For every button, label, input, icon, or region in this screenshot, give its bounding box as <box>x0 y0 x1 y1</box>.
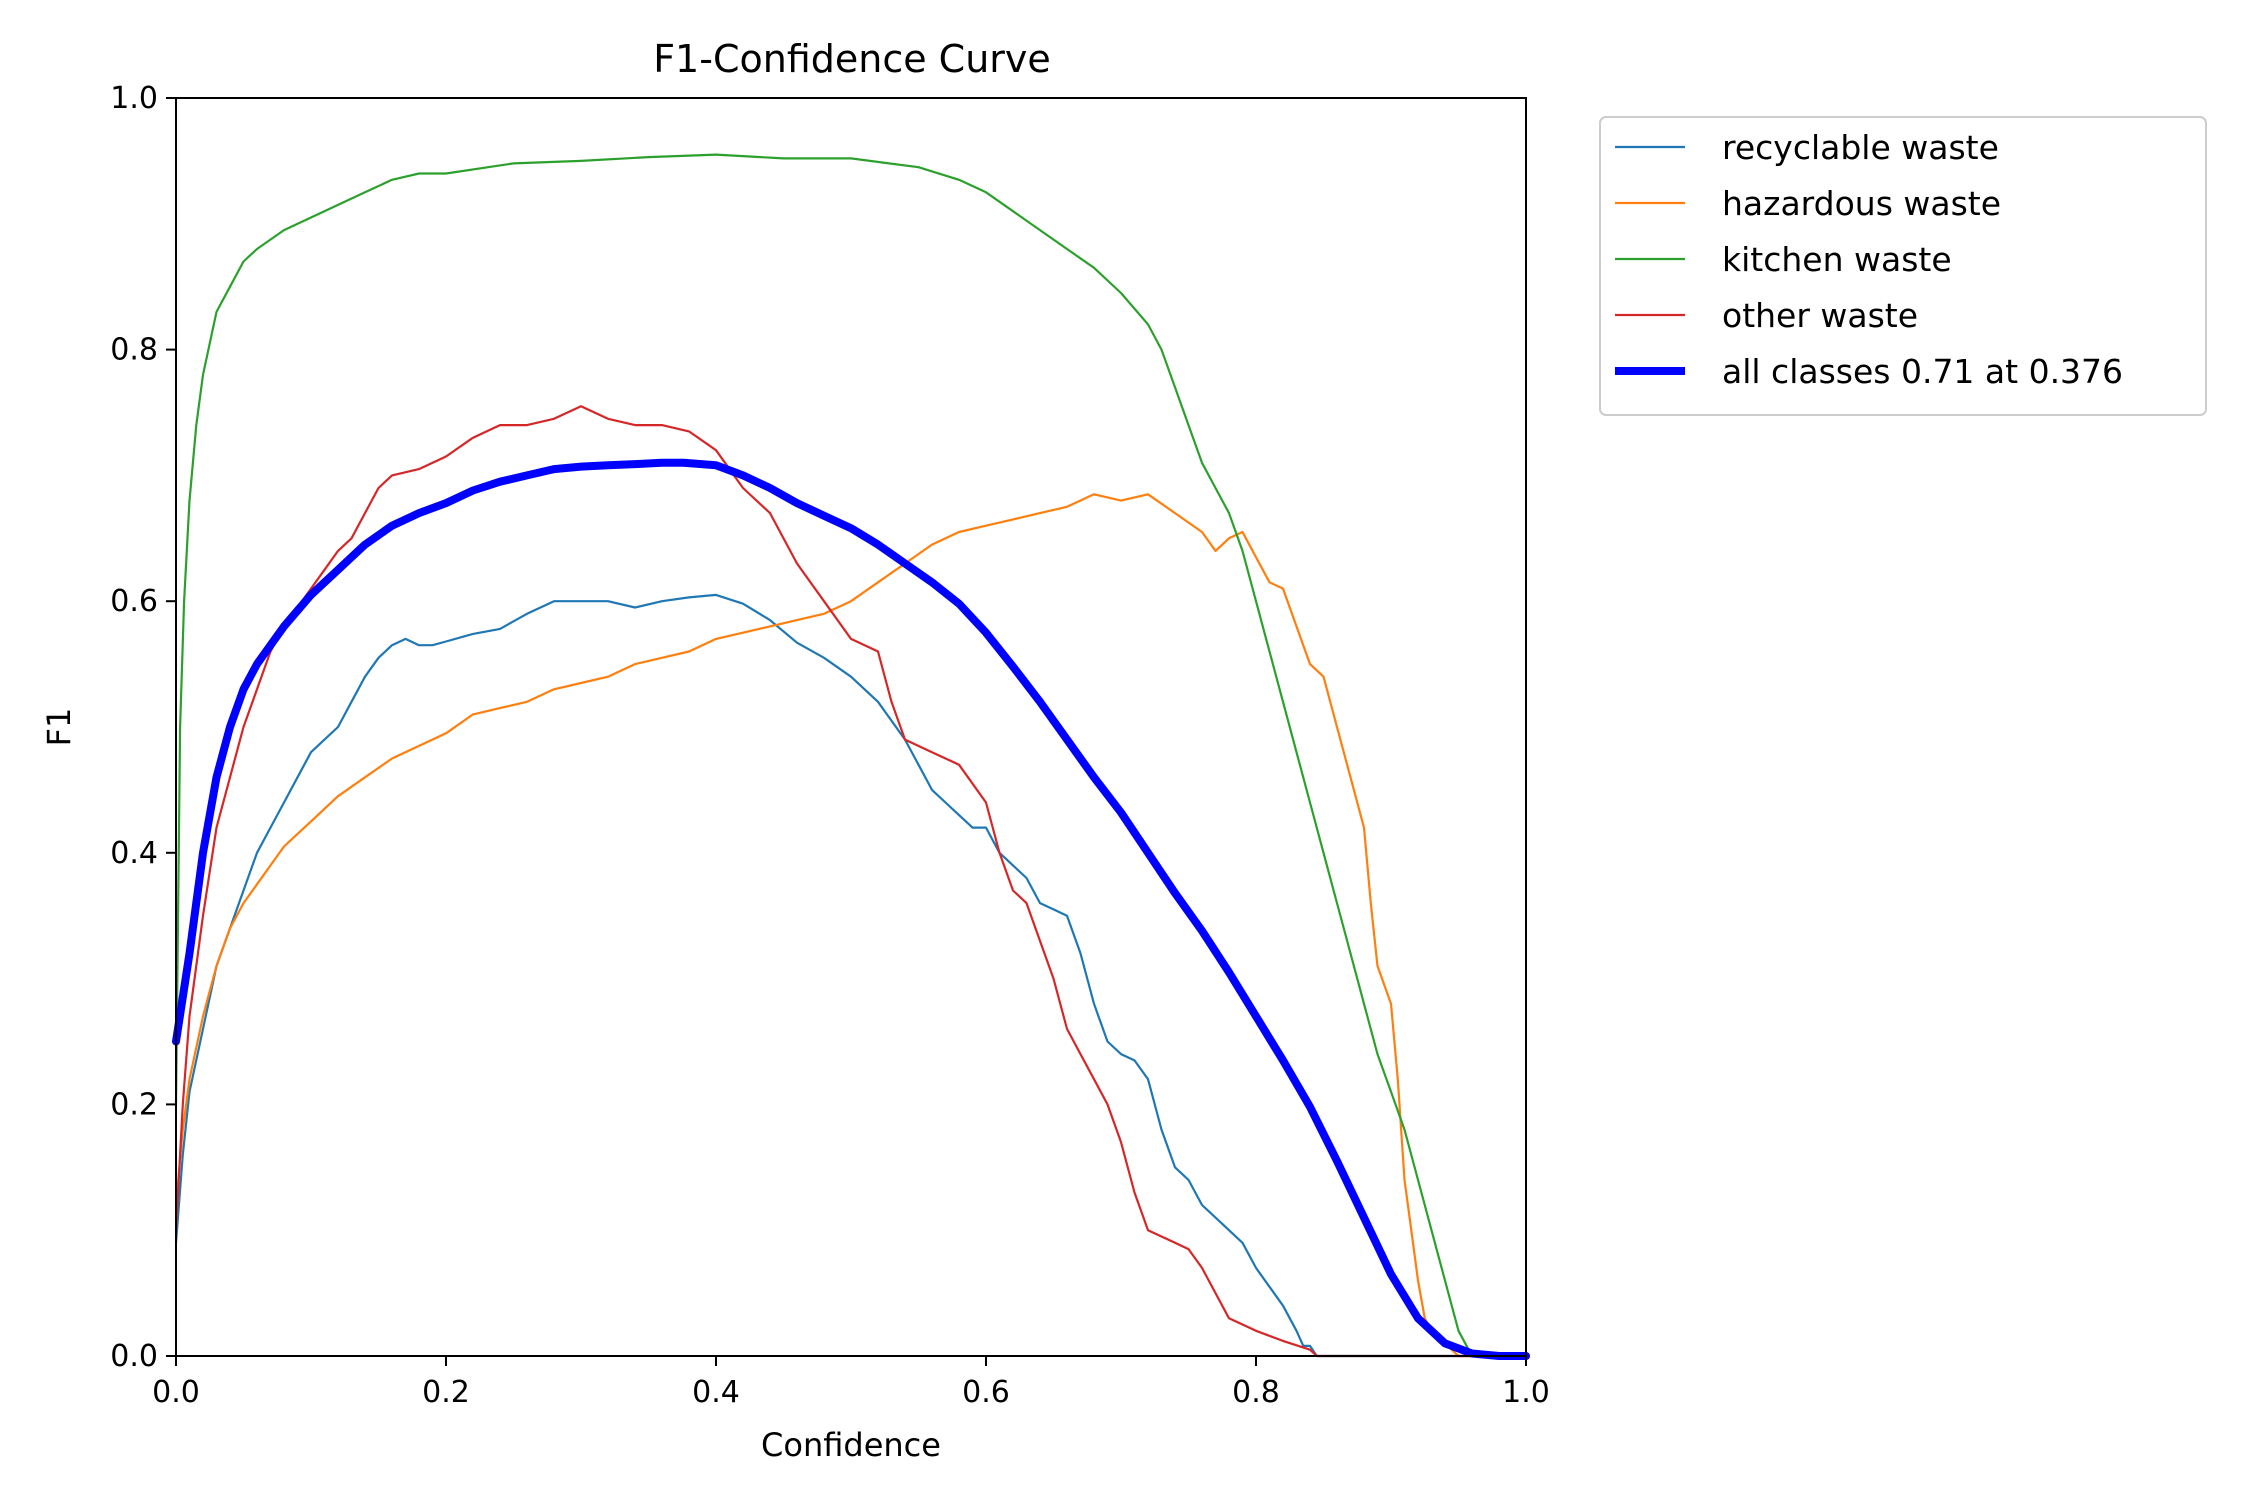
y-tick-label-4: 0.8 <box>110 333 158 368</box>
series-line-4 <box>172 458 1530 1360</box>
chart-title: F1-Confidence Curve <box>653 37 1051 81</box>
x-tick-label-3: 0.6 <box>962 1375 1010 1410</box>
series-line-1 <box>174 493 1528 1358</box>
y-tick-label-5: 1.0 <box>110 81 158 116</box>
x-axis-label: Confidence <box>761 1426 941 1464</box>
plot-frame <box>175 97 1527 1357</box>
y-tick-label-3: 0.6 <box>110 584 158 619</box>
legend: recyclable waste hazardous waste kitchen w… <box>1599 116 2207 416</box>
x-tick-label-2: 0.4 <box>692 1375 740 1410</box>
legend-label-2: kitchen waste <box>1722 240 1952 279</box>
legend-label-3: other waste <box>1722 296 1918 335</box>
legend-label-4: all classes 0.71 at 0.376 <box>1722 352 2123 391</box>
y-tick-label-0: 0.0 <box>110 1339 158 1374</box>
y-axis-ticks: 0.0 0.2 0.4 0.6 0.8 1.0 <box>110 81 176 1374</box>
x-tick-label-0: 0.0 <box>152 1375 200 1410</box>
legend-box <box>1599 116 2207 416</box>
y-tick-label-2: 0.4 <box>110 836 158 871</box>
y-tick-label-1: 0.2 <box>110 1087 158 1122</box>
legend-label-1: hazardous waste <box>1722 184 2001 223</box>
series-line-2 <box>174 153 1528 1358</box>
x-tick-label-4: 0.8 <box>1232 1375 1280 1410</box>
y-axis-label: F1 <box>40 708 78 747</box>
plot-series <box>172 153 1530 1360</box>
x-tick-label-1: 0.2 <box>422 1375 470 1410</box>
legend-label-0: recyclable waste <box>1722 128 1999 167</box>
x-tick-label-5: 1.0 <box>1502 1375 1550 1410</box>
series-line-0 <box>174 593 1528 1358</box>
x-axis-ticks: 0.0 0.2 0.4 0.6 0.8 1.0 <box>152 1356 1550 1410</box>
